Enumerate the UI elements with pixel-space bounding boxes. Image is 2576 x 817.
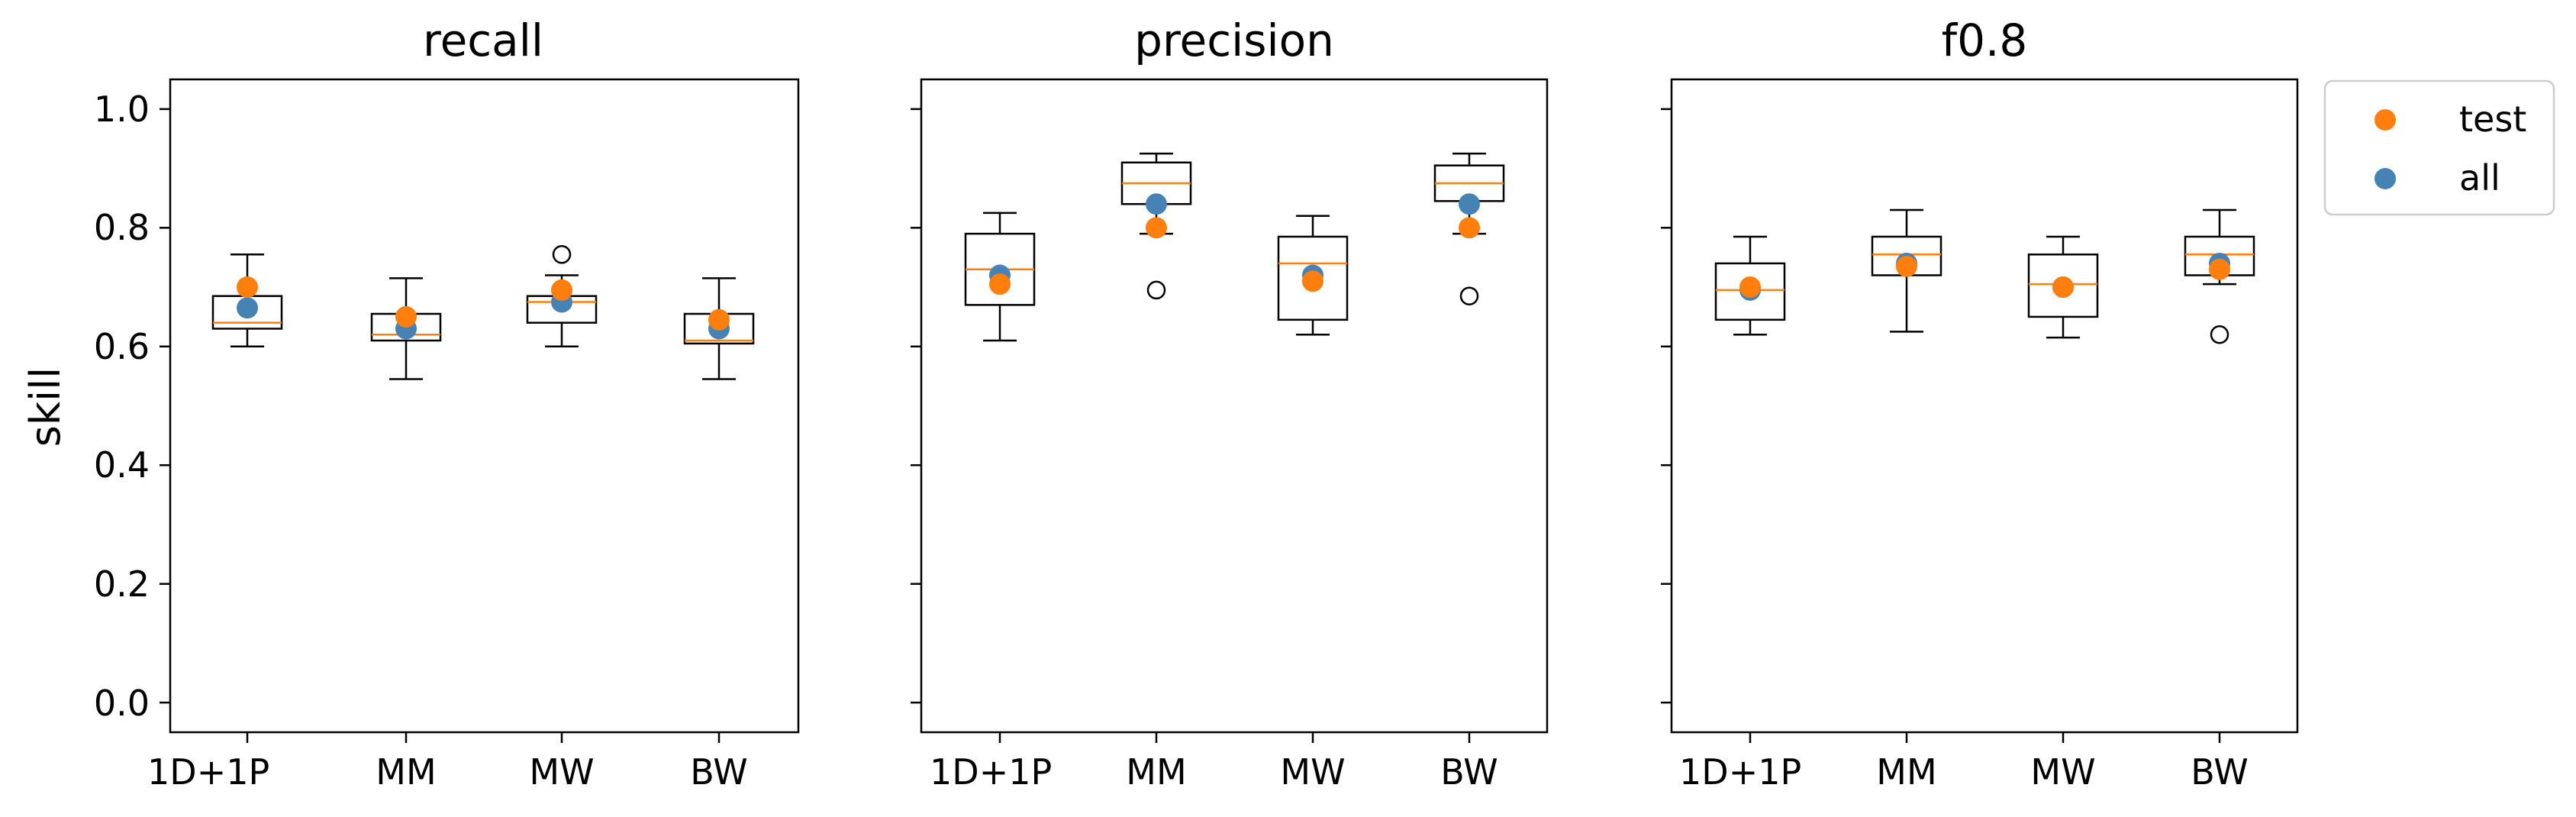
x-tick-label: BW — [1440, 751, 1498, 793]
all-point — [237, 297, 258, 319]
panel-title: recall — [423, 15, 543, 66]
y-axis-label: skill — [21, 367, 69, 447]
plot-frame — [169, 78, 800, 734]
test-point — [2052, 276, 2074, 299]
test-point — [2209, 258, 2230, 280]
panel-title: f0.8 — [1942, 15, 2028, 66]
panel-marks — [160, 108, 755, 743]
x-tick-label: 1D+1P — [147, 751, 269, 793]
x-tick-label: BW — [2191, 751, 2248, 793]
test-point — [1739, 276, 1761, 299]
outlier-point — [2210, 325, 2229, 344]
plot-frame — [920, 78, 1549, 734]
all-point — [1146, 193, 1167, 215]
y-tick-label: 0.4 — [94, 444, 150, 486]
y-tick-label: 0.2 — [94, 564, 150, 605]
test-point — [395, 305, 417, 328]
x-tick-label: MW — [529, 751, 594, 793]
test-point — [708, 308, 730, 331]
x-tick-label: MM — [1126, 751, 1186, 793]
x-tick-label: 1D+1P — [1679, 751, 1801, 793]
outlier-point — [1459, 286, 1479, 305]
box — [1277, 235, 1349, 321]
test-point — [989, 273, 1011, 295]
test-point — [1459, 217, 1480, 239]
panel-f0.8: f0.8 1D+1P MM MW BW — [1661, 15, 2299, 793]
x-tick-label: MW — [1280, 751, 1345, 793]
x-tick-label: 1D+1P — [930, 751, 1052, 793]
legend-label-all: all — [2459, 157, 2500, 199]
y-tick-label: 1.0 — [94, 89, 150, 130]
y-tick-label: 0.0 — [94, 683, 150, 724]
panel-title: precision — [1134, 15, 1334, 66]
x-tick-label: MM — [1876, 751, 1936, 793]
x-tick-label: BW — [690, 751, 747, 793]
panel-marks — [1661, 108, 2255, 743]
test-point — [551, 279, 572, 301]
test-point — [237, 276, 258, 299]
panel-recall: recall skill 1D+1P MM MW BW 0.0 0.2 0.4 … — [21, 15, 800, 793]
x-tick-label: MM — [376, 751, 436, 793]
panel-marks — [911, 108, 1505, 743]
legend: test all — [2323, 79, 2555, 216]
all-point — [1459, 193, 1480, 215]
box — [1714, 262, 1786, 321]
y-tick-label: 0.8 — [94, 207, 150, 248]
box — [2027, 253, 2099, 318]
legend-label-test: test — [2459, 98, 2526, 140]
test-point — [1302, 270, 1323, 292]
legend-marker-all — [2374, 168, 2396, 189]
outlier-point — [552, 245, 572, 264]
x-tick-label: MW — [2030, 751, 2095, 793]
panel-precision: precision 1D+1P MM MW BW — [911, 15, 1549, 793]
y-tick-label: 0.6 — [94, 326, 150, 367]
plot-frame — [1670, 78, 2299, 734]
outlier-point — [1146, 280, 1166, 300]
test-point — [1896, 255, 1917, 277]
test-point — [1146, 217, 1167, 239]
legend-marker-test — [2374, 109, 2396, 131]
